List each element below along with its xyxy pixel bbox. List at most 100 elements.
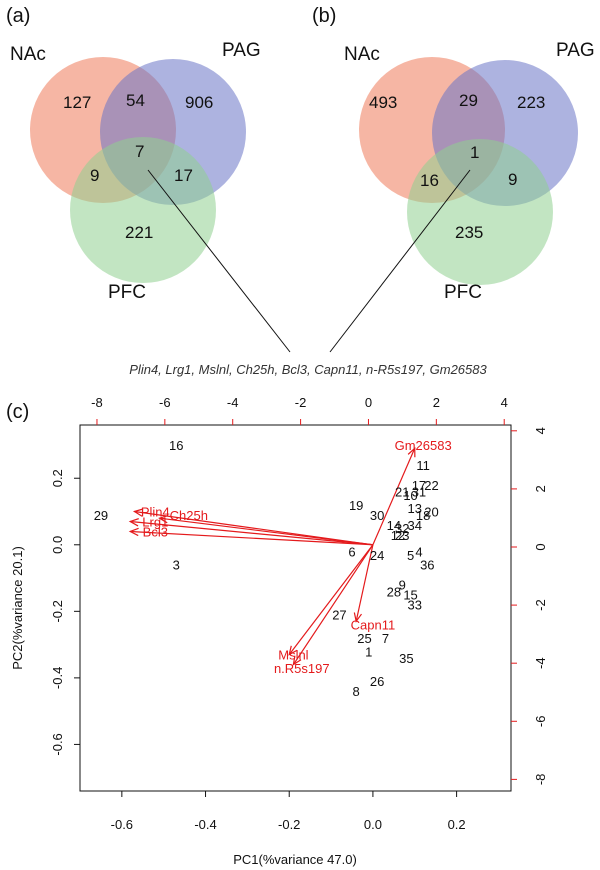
venn-b-pfc-label: PFC [444, 282, 482, 303]
connector-line-b [329, 169, 471, 353]
loading-arrow-Gm26583 [372, 448, 416, 546]
loading-arrowhead-n.R5s197 [292, 655, 302, 666]
y-tick-label: 0.0 [50, 536, 65, 554]
sample-point-16: 16 [169, 438, 183, 453]
right-axis: -8 -6 -4 -2 0 2 4 [511, 427, 548, 785]
intersection-gene-list: Plin4, Lrg1, Mslnl, Ch25h, Bcl3, Capn11,… [129, 362, 487, 377]
loading-arrowhead-Bcl3 [128, 527, 139, 537]
panel-label-c: (c) [6, 401, 29, 423]
sample-point-32: 32 [395, 521, 409, 536]
top-tick-label: 0 [365, 395, 372, 410]
sample-point-3: 3 [173, 558, 180, 573]
sample-point-36: 36 [420, 558, 434, 573]
loading-label-Bcl3: Bcl3 [143, 524, 168, 539]
sample-point-33: 33 [408, 598, 422, 613]
panel-label-b: (b) [312, 5, 336, 27]
loading-arrowhead-Mslnl [288, 645, 298, 656]
sample-point-11: 11 [416, 458, 430, 473]
sample-point-31: 31 [412, 485, 426, 500]
top-tick-label: -2 [295, 395, 307, 410]
loading-label-n.R5s197: n.R5s197 [274, 661, 330, 676]
y-tick-label: -0.2 [50, 600, 65, 622]
venn-b-pfc-only: 235 [455, 223, 483, 242]
sample-point-7: 7 [382, 631, 389, 646]
venn-a-pag-label: PAG [222, 40, 261, 61]
connector-line-a [147, 169, 291, 353]
right-tick-label: -4 [533, 657, 548, 669]
sample-point-8: 8 [353, 684, 360, 699]
x-tick-label: -0.4 [194, 817, 216, 832]
sample-point-9: 9 [399, 578, 406, 593]
pca-biplot: PC1(%variance 47.0) PC2(%variance 20.1) … [10, 395, 548, 867]
sample-point-28: 28 [387, 584, 401, 599]
venn-a-all: 7 [135, 142, 144, 161]
top-tick-label: -6 [159, 395, 171, 410]
venn-b-pag-label: PAG [556, 40, 595, 61]
x-axis-title: PC1(%variance 47.0) [233, 852, 357, 867]
venn-b-nac-only: 493 [369, 93, 397, 112]
sample-point-34: 34 [408, 518, 422, 533]
left-axis: -0.6 -0.4 -0.2 0.0 0.2 [50, 469, 80, 756]
x-tick-label: -0.2 [278, 817, 300, 832]
sample-point-10: 10 [403, 488, 417, 503]
sample-point-22: 22 [424, 478, 438, 493]
x-tick-label: -0.6 [111, 817, 133, 832]
venn-b-pag-pfc: 9 [508, 170, 517, 189]
venn-a-pfc-only: 221 [125, 223, 153, 242]
sample-point-23: 23 [395, 528, 409, 543]
top-tick-label: 2 [433, 395, 440, 410]
sample-point-19: 19 [349, 498, 363, 513]
plot-frame [79, 424, 512, 792]
y-tick-label: -0.6 [50, 733, 65, 755]
loading-arrow-Ch25h [159, 517, 373, 546]
sample-point-15: 15 [403, 588, 417, 603]
right-tick-label: -2 [533, 599, 548, 611]
loading-arrowhead-Plin4 [132, 508, 144, 517]
venn-a-pag-pfc: 17 [174, 166, 193, 185]
top-tick-label: -4 [227, 395, 239, 410]
venn-a-nac-label: NAc [10, 44, 46, 65]
venn-a-pfc-label: PFC [108, 282, 146, 303]
right-tick-label: -8 [533, 774, 548, 786]
sample-point-17: 17 [412, 478, 426, 493]
loading-arrow-Bcl3 [130, 530, 373, 546]
venn-b-nac-pfc: 16 [420, 171, 439, 190]
sample-point-20: 20 [424, 505, 438, 520]
loading-arrowhead-Gm26583 [407, 446, 416, 458]
venn-b-nac-pag: 29 [459, 91, 478, 110]
right-tick-label: 2 [533, 485, 548, 492]
loading-arrowhead-Capn11 [353, 612, 362, 623]
sample-point-25: 25 [357, 631, 371, 646]
venn-b-pfc-circle [407, 139, 553, 285]
top-tick-label: 4 [501, 395, 508, 410]
venn-diagram-a: NAc PAG PFC 127 54 906 7 9 17 221 [10, 40, 261, 303]
y-axis-title: PC2(%variance 20.1) [10, 546, 25, 670]
loading-arrow-Lrg1 [130, 520, 373, 546]
sample-point-35: 35 [399, 651, 413, 666]
sample-point-14: 14 [387, 518, 401, 533]
top-axis: -8 -6 -4 -2 0 2 4 [91, 395, 508, 425]
sample-point-30: 30 [370, 508, 384, 523]
loading-arrow-n.R5s197 [292, 544, 374, 665]
venn-a-nac-pag: 54 [126, 91, 145, 110]
venn-a-nac-pfc: 9 [90, 166, 99, 185]
y-tick-label: 0.2 [50, 469, 65, 487]
loading-label-Ch25h: Ch25h [170, 508, 208, 523]
loading-label-Gm26583: Gm26583 [395, 438, 452, 453]
x-tick-label: 0.2 [448, 817, 466, 832]
loading-label-Mslnl: Mslnl [278, 648, 308, 663]
x-tick-label: 0.0 [364, 817, 382, 832]
right-tick-label: -6 [533, 716, 548, 728]
sample-point-21: 21 [395, 485, 409, 500]
loading-label-Lrg1: Lrg1 [142, 514, 168, 529]
sample-point-26: 26 [370, 674, 384, 689]
loading-arrowhead-Lrg1 [128, 518, 139, 527]
venn-a-pfc-circle [70, 137, 216, 283]
sample-point-6: 6 [348, 544, 355, 559]
loading-arrow-Mslnl [288, 544, 374, 655]
loading-label-Plin4: Plin4 [141, 505, 170, 520]
right-tick-label: 0 [533, 543, 548, 550]
